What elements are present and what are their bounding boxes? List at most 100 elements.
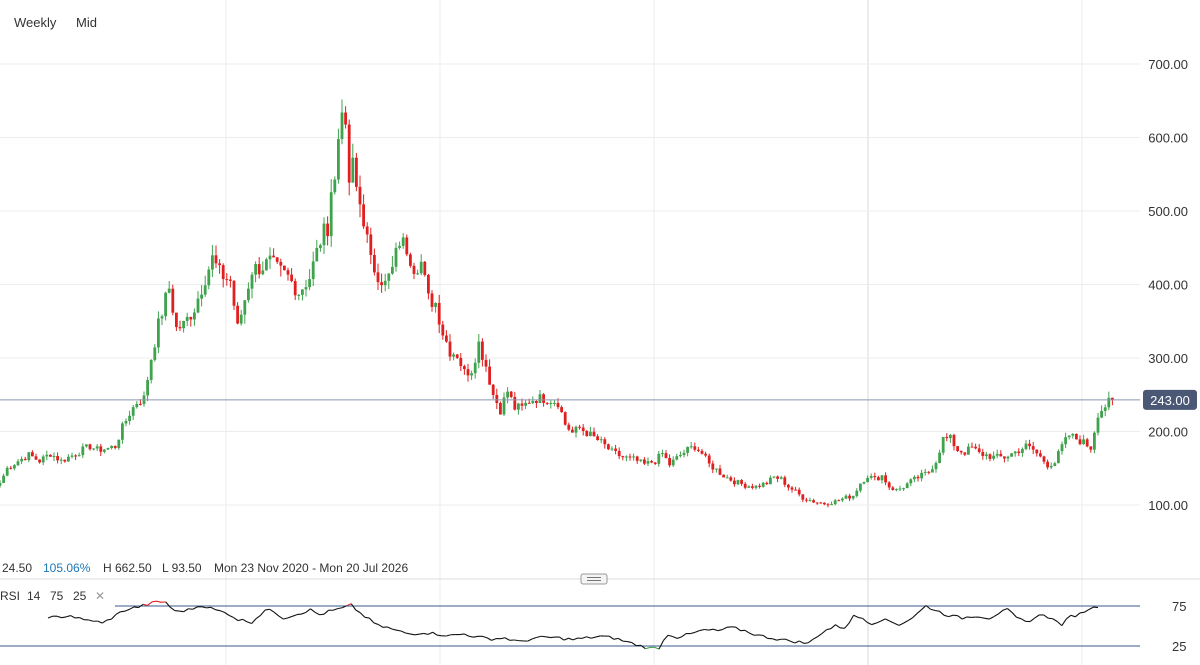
candle	[250, 272, 254, 299]
candle	[707, 453, 711, 468]
rsi-segment	[681, 633, 687, 638]
candle	[49, 454, 52, 457]
rsi-segment	[201, 606, 207, 609]
candle	[1013, 450, 1017, 457]
rsi-segment	[124, 608, 130, 612]
rsi-segment	[563, 637, 569, 641]
rsi-segment	[115, 611, 121, 615]
candle	[214, 245, 218, 268]
candle	[653, 461, 657, 466]
candle	[117, 439, 121, 450]
candle	[9, 465, 13, 470]
rsi-segment	[1016, 616, 1022, 620]
candle	[661, 449, 664, 457]
rsi-segment	[980, 616, 985, 619]
candle	[1103, 404, 1107, 417]
price-tick-label: 600.00	[1148, 131, 1188, 146]
candle	[1042, 455, 1046, 465]
rsi-segment	[310, 608, 316, 613]
candle	[358, 175, 362, 218]
candle	[700, 448, 704, 455]
price-type-selector[interactable]: Mid	[76, 15, 97, 30]
rsi-segment	[817, 633, 823, 638]
candle	[434, 302, 437, 313]
candle	[232, 279, 236, 310]
candle	[963, 452, 967, 457]
timeframe-selector[interactable]: Weekly	[14, 15, 57, 30]
candle	[326, 216, 329, 246]
rsi-segment	[106, 618, 112, 621]
candle	[1085, 437, 1089, 448]
pane-resize-handle[interactable]	[580, 573, 608, 585]
rsi-segment	[645, 646, 651, 650]
candle	[931, 465, 934, 473]
rsi-segment	[359, 612, 366, 618]
rsi-close-icon[interactable]: ✕	[95, 589, 105, 603]
rsi-segment	[762, 634, 768, 639]
rsi-segment	[504, 637, 510, 641]
candle	[776, 475, 779, 483]
candle	[599, 436, 603, 444]
rsi-segment	[378, 624, 384, 628]
rsi-segment	[192, 606, 198, 610]
candle	[416, 269, 419, 276]
candle	[538, 389, 542, 404]
candle	[304, 279, 308, 297]
candle	[459, 353, 463, 372]
candle	[808, 497, 812, 502]
candle	[895, 488, 898, 492]
candle	[621, 455, 625, 461]
rsi-segment	[1007, 608, 1013, 613]
rsi-segment	[473, 635, 479, 638]
candle	[1082, 434, 1085, 445]
candle	[1100, 405, 1103, 419]
candle	[826, 502, 830, 508]
candle	[722, 474, 725, 478]
candle	[790, 485, 794, 493]
horizontal-grid	[0, 63, 1140, 506]
candle	[283, 265, 286, 271]
candle	[311, 251, 315, 287]
rsi-segment	[1029, 617, 1035, 622]
candle	[992, 451, 995, 461]
rsi-segment	[482, 635, 488, 639]
rsi-segment	[871, 622, 877, 626]
rsi-segment	[251, 618, 257, 624]
candle	[675, 453, 679, 461]
candle	[376, 263, 380, 290]
candle	[1006, 455, 1010, 462]
candle	[628, 453, 632, 461]
candle	[524, 399, 527, 409]
stats-change-pct: 105.06%	[43, 561, 91, 575]
rsi-segment	[110, 614, 117, 620]
candle	[1039, 450, 1042, 458]
rsi-segment	[658, 640, 665, 650]
rsi-segment	[237, 618, 243, 622]
rsi-segment	[536, 635, 542, 638]
candle	[913, 475, 916, 483]
rsi-segment	[631, 642, 637, 647]
rsi-segment	[133, 606, 139, 609]
candle	[391, 256, 394, 275]
candle	[563, 411, 567, 426]
rsi-segment	[1075, 612, 1081, 618]
candle	[448, 334, 452, 361]
candle	[1028, 439, 1031, 450]
rsi-segment	[319, 613, 325, 616]
candle	[851, 495, 855, 501]
candle	[337, 128, 340, 184]
rsi-segment	[305, 608, 311, 613]
candle	[171, 284, 175, 316]
rsi-segment	[921, 605, 927, 611]
rsi-segment	[464, 633, 470, 637]
rsi-segment	[866, 621, 872, 626]
candle	[203, 275, 207, 297]
rsi-segment	[152, 600, 157, 603]
candle	[142, 391, 146, 407]
candle	[99, 443, 103, 456]
rsi-segment	[368, 617, 375, 624]
candle	[938, 449, 941, 464]
candle	[427, 273, 430, 300]
rsi-segment	[260, 609, 266, 616]
